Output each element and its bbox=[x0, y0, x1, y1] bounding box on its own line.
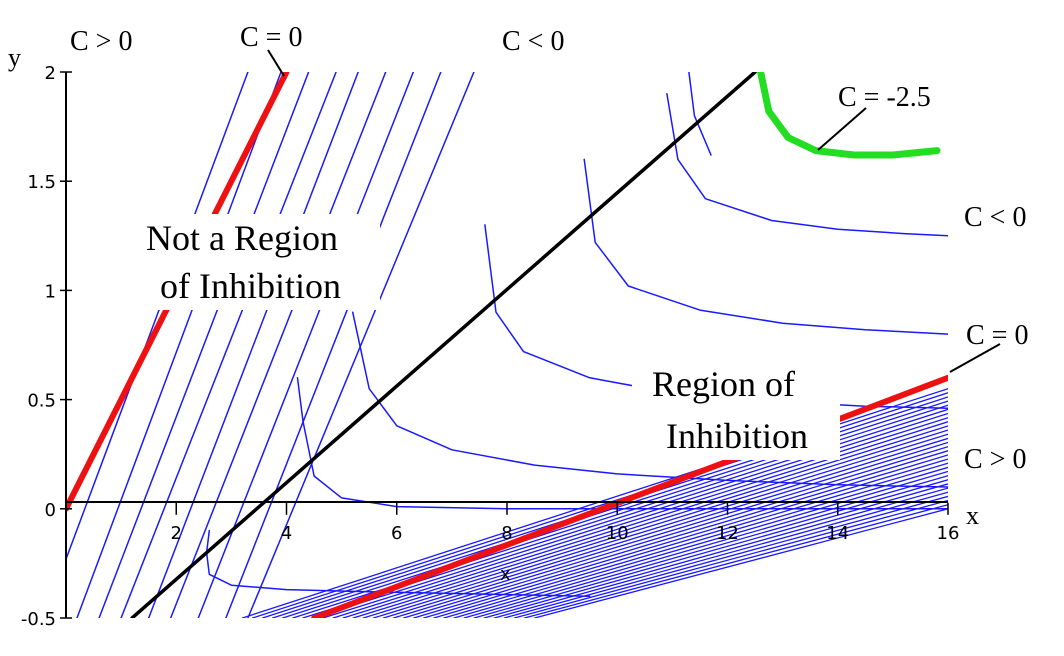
contour-line-dense bbox=[473, 483, 948, 618]
x-tick-label: 14 bbox=[826, 523, 849, 544]
contour-line-dense bbox=[443, 470, 948, 618]
label-c-gt-zero-top: C > 0 bbox=[70, 26, 132, 57]
x-axis-title: x bbox=[966, 501, 979, 530]
label-c-lt-zero-top: C < 0 bbox=[502, 26, 564, 57]
y-tick-label: 2 bbox=[45, 63, 56, 84]
contour-line bbox=[583, 158, 948, 335]
region-label-not-inhibition: Not a Region of Inhibition bbox=[140, 214, 380, 310]
y-tick-label: 0 bbox=[45, 500, 56, 521]
label-c-eq-zero-top: C = 0 bbox=[240, 22, 302, 53]
ticks: 2 4 6 8 10 12 14 16 -0.5 0 0.5 1 1.5 2 bbox=[21, 63, 960, 630]
label-c-gt-zero-right: C > 0 bbox=[964, 444, 1026, 475]
contour-line-dense bbox=[332, 425, 948, 618]
region-label-not-inhibition-bg bbox=[140, 214, 380, 310]
contour-line-dense bbox=[493, 491, 948, 618]
contour-line bbox=[197, 72, 415, 618]
contour-line-dense bbox=[342, 429, 948, 618]
x-tick-label: 12 bbox=[716, 523, 739, 544]
zero-level-curve-lower bbox=[311, 374, 948, 618]
region-label-inhibition: Region of Inhibition bbox=[632, 356, 840, 460]
contour-line-dense bbox=[453, 475, 948, 618]
contour-line bbox=[666, 93, 948, 237]
contour-line-dense bbox=[523, 504, 948, 618]
contour-line bbox=[98, 72, 310, 618]
contour-line bbox=[205, 529, 591, 597]
contour-line-dense bbox=[533, 508, 948, 618]
region-label-inhibition-line2: Inhibition bbox=[666, 416, 808, 456]
contour-line bbox=[120, 72, 337, 618]
region-label-inhibition-bg bbox=[632, 356, 840, 460]
label-c-eq-zero-right: C = 0 bbox=[966, 320, 1028, 351]
contour-line bbox=[484, 224, 948, 410]
label-c-eq-minus-2-5: C = -2.5 bbox=[838, 82, 931, 113]
contour-line-dense bbox=[503, 495, 948, 618]
y-tick-label: 1.5 bbox=[27, 172, 56, 193]
contour-line-dense bbox=[402, 454, 948, 618]
leader-c-eq-zero-top bbox=[267, 49, 285, 77]
contour-line-dense bbox=[372, 441, 948, 618]
leader-c-eq-minus-2-5 bbox=[817, 107, 867, 151]
contour-line-dense bbox=[392, 450, 948, 618]
x-tick-label: 8 bbox=[501, 523, 512, 544]
contour-line bbox=[688, 72, 712, 156]
boundary-line bbox=[130, 72, 757, 618]
axes bbox=[65, 72, 948, 618]
x-tick-label: 16 bbox=[937, 523, 960, 544]
x-tick-label: 2 bbox=[171, 523, 182, 544]
label-c-lt-zero-right: C < 0 bbox=[964, 202, 1026, 233]
contour-line-dense bbox=[413, 458, 948, 618]
y-tick-label: -0.5 bbox=[21, 609, 56, 630]
contour-line-dense bbox=[483, 487, 948, 618]
contour-line-dense bbox=[362, 437, 948, 618]
contour-line-dense bbox=[352, 433, 948, 618]
y-tick-label: 0.5 bbox=[27, 391, 56, 412]
x-tick-label: 6 bbox=[391, 523, 402, 544]
region-label-not-inhibition-line2: of Inhibition bbox=[160, 266, 341, 306]
contour-line bbox=[296, 377, 948, 510]
x-axis-subtitle: x bbox=[500, 564, 511, 585]
annotations: C > 0 C = 0 C < 0 C = -2.5 C < 0 C = 0 C… bbox=[70, 22, 1028, 475]
contour-line-dense bbox=[322, 421, 948, 618]
contour-line-dense bbox=[513, 499, 948, 618]
y-tick-label: 1 bbox=[45, 281, 56, 302]
contour-line bbox=[225, 72, 442, 618]
highlight-level-curve bbox=[757, 72, 941, 159]
contour-line-dense bbox=[312, 417, 948, 618]
x-tick-label: 10 bbox=[606, 523, 629, 544]
x-tick-label: 4 bbox=[281, 523, 292, 544]
contour-line bbox=[247, 72, 475, 618]
leader-c-eq-zero-right bbox=[949, 343, 1001, 373]
contour-line-dense bbox=[463, 479, 948, 618]
contour-line bbox=[147, 72, 359, 618]
contour-line-dense bbox=[433, 466, 948, 618]
region-label-inhibition-line1: Region of bbox=[652, 364, 795, 404]
region-label-not-inhibition-line1: Not a Region bbox=[146, 218, 338, 258]
contour-line bbox=[169, 72, 387, 618]
y-axis-title: y bbox=[8, 43, 21, 72]
annotation-leaders bbox=[267, 49, 1001, 373]
contour-line bbox=[76, 72, 282, 618]
contour-line-dense bbox=[382, 446, 948, 618]
contour-line-dense bbox=[423, 462, 948, 618]
